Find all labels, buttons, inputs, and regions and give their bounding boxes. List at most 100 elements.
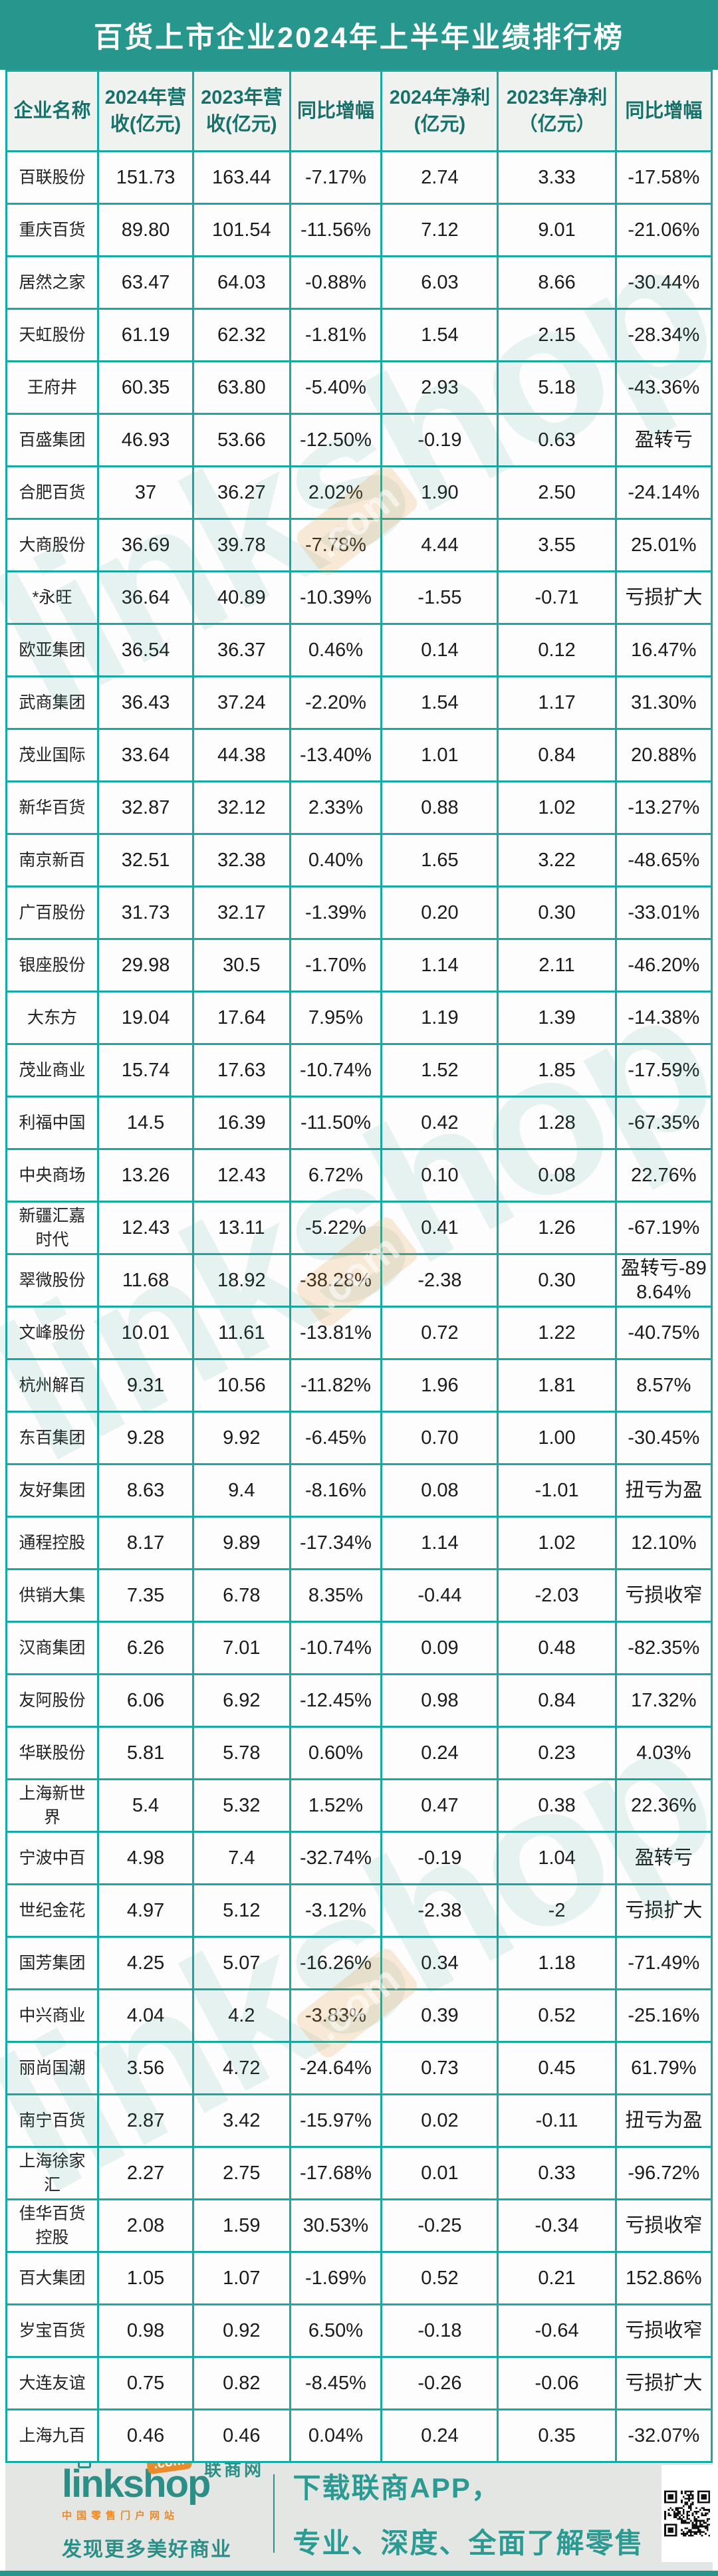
table-row: 东百集团 9.28 9.92 -6.45% 0.70 1.00 -30.45% (5, 1411, 713, 1465)
value-cell: 5.4 (96, 1778, 195, 1833)
value-cell: 36.64 (96, 570, 195, 625)
value-cell: 0.08 (380, 1463, 499, 1518)
company-name-cell: 友阿股份 (5, 1673, 99, 1728)
value-cell: 1.28 (497, 1096, 617, 1150)
company-name-cell: 中兴商业 (5, 1988, 99, 2043)
table-row: *永旺 36.64 40.89 -10.39% -1.55 -0.71 亏损扩大 (5, 570, 713, 625)
table-row: 新华百货 32.87 32.12 2.33% 0.88 1.02 -13.27% (5, 780, 713, 835)
value-cell: 0.24 (380, 2408, 499, 2463)
value-cell: 1.02 (497, 1516, 617, 1570)
value-cell: 0.46 (96, 2408, 195, 2463)
column-header: 2024年净利(亿元) (380, 70, 499, 152)
table-row: 武商集团 36.43 37.24 -2.20% 1.54 1.17 31.30% (5, 675, 713, 730)
value-cell: -67.19% (614, 1201, 713, 1255)
value-cell: 1.81 (497, 1358, 617, 1413)
value-cell: -10.39% (289, 570, 383, 625)
value-cell: -8.16% (289, 1463, 383, 1518)
value-cell: 6.26 (96, 1621, 195, 1675)
value-cell: 9.89 (192, 1516, 291, 1570)
value-cell: 6.03 (380, 255, 499, 310)
company-name-cell: 重庆百货 (5, 203, 99, 257)
value-cell: 0.09 (380, 1621, 499, 1675)
value-cell: 6.06 (96, 1673, 195, 1728)
value-cell: -6.45% (289, 1411, 383, 1465)
value-cell: 1.01 (380, 728, 499, 782)
table-row: 供销大集 7.35 6.78 8.35% -0.44 -2.03 亏损收窄 (5, 1568, 713, 1623)
table-row: 世纪金花 4.97 5.12 -3.12% -2.38 -2 亏损扩大 (5, 1883, 713, 1938)
value-cell: 6.72% (289, 1148, 383, 1203)
value-cell: 0.38 (497, 1778, 617, 1833)
value-cell: 1.00 (497, 1411, 617, 1465)
value-cell: 60.35 (96, 360, 195, 415)
value-cell: 6.50% (289, 2303, 383, 2358)
value-cell: 5.12 (192, 1883, 291, 1938)
table-row: 上海新世界 5.4 5.32 1.52% 0.47 0.38 22.36% (5, 1778, 713, 1833)
company-name-cell: 大连友谊 (5, 2356, 99, 2410)
value-cell: 1.26 (497, 1201, 617, 1255)
value-cell: 61.19 (96, 308, 195, 362)
value-cell: 11.68 (96, 1253, 195, 1308)
value-cell: -0.19 (380, 1831, 499, 1885)
value-cell: 16.39 (192, 1096, 291, 1150)
value-cell: 0.46 (192, 2408, 291, 2463)
value-cell: 2.50 (497, 465, 617, 520)
value-cell: -0.26 (380, 2356, 499, 2410)
value-cell: 19.04 (96, 991, 195, 1045)
bottom-accent-strip (0, 2571, 718, 2576)
company-name-cell: 杭州解百 (5, 1358, 99, 1413)
value-cell: 0.60% (289, 1726, 383, 1780)
value-cell: 32.87 (96, 780, 195, 835)
value-cell: -13.40% (289, 728, 383, 782)
value-cell: 1.19 (380, 991, 499, 1045)
value-cell: -12.50% (289, 413, 383, 467)
company-name-cell: 友好集团 (5, 1463, 99, 1518)
company-name-cell: 翠微股份 (5, 1253, 99, 1308)
value-cell: 22.36% (614, 1778, 713, 1833)
value-cell: 1.52 (380, 1043, 499, 1098)
value-cell: 32.17 (192, 885, 291, 940)
value-cell: 1.59 (192, 2198, 291, 2253)
value-cell: -2.03 (497, 1568, 617, 1623)
value-cell: 151.73 (96, 150, 195, 205)
value-cell: 4.04 (96, 1988, 195, 2043)
value-cell: 1.18 (497, 1936, 617, 1990)
value-cell: 7.95% (289, 991, 383, 1045)
value-cell: 1.05 (96, 2251, 195, 2305)
value-cell: -17.59% (614, 1043, 713, 1098)
value-cell: 36.69 (96, 518, 195, 572)
value-cell: 1.52% (289, 1778, 383, 1833)
company-name-cell: 上海九百 (5, 2408, 99, 2463)
value-cell: 1.17 (497, 675, 617, 730)
logo-subtitle: 中国零售门户网站 (62, 2510, 180, 2521)
company-name-cell: 供销大集 (5, 1568, 99, 1623)
company-name-cell: 居然之家 (5, 255, 99, 310)
value-cell: 1.07 (192, 2251, 291, 2305)
value-cell: -13.81% (289, 1306, 383, 1360)
value-cell: 8.17 (96, 1516, 195, 1570)
column-header: 2023年营收(亿元) (192, 70, 291, 152)
value-cell: -1.55 (380, 570, 499, 625)
value-cell: 1.90 (380, 465, 499, 520)
promo-line-1: 下载联商APP， (293, 2472, 501, 2504)
table-header-row: 企业名称 2024年营收(亿元) 2023年营收(亿元) 同比增幅 2024年净利(亿元… (5, 70, 713, 152)
column-header: 2023年净利（亿元） (497, 70, 617, 152)
table-row: 南京新百 32.51 32.38 0.40% 1.65 3.22 -48.65% (5, 833, 713, 887)
value-cell: 9.28 (96, 1411, 195, 1465)
value-cell: 0.34 (380, 1936, 499, 1990)
value-cell: 盈转亏-898.64% (614, 1253, 713, 1308)
company-name-cell: 百联股份 (5, 150, 99, 205)
table-row: 重庆百货 89.80 101.54 -11.56% 7.12 9.01 -21.06% (5, 203, 713, 257)
value-cell: 29.98 (96, 938, 195, 993)
company-name-cell: 丽尚国潮 (5, 2041, 99, 2095)
value-cell: 0.82 (192, 2356, 291, 2410)
company-name-cell: 通程控股 (5, 1516, 99, 1570)
value-cell: 36.27 (192, 465, 291, 520)
value-cell: 1.54 (380, 308, 499, 362)
value-cell: 1.04 (497, 1831, 617, 1885)
value-cell: 3.42 (192, 2093, 291, 2148)
value-cell: -10.74% (289, 1043, 383, 1098)
brand-footer: linkshop .com 联商网 中国零售门户网站 发现更多美好商业 下载联商… (5, 2450, 713, 2571)
value-cell: 46.93 (96, 413, 195, 467)
table-row: 中兴商业 4.04 4.2 -3.83% 0.39 0.52 -25.16% (5, 1988, 713, 2043)
ranking-table: 企业名称 2024年营收(亿元) 2023年营收(亿元) 同比增幅 2024年净利(亿元… (5, 70, 713, 2463)
